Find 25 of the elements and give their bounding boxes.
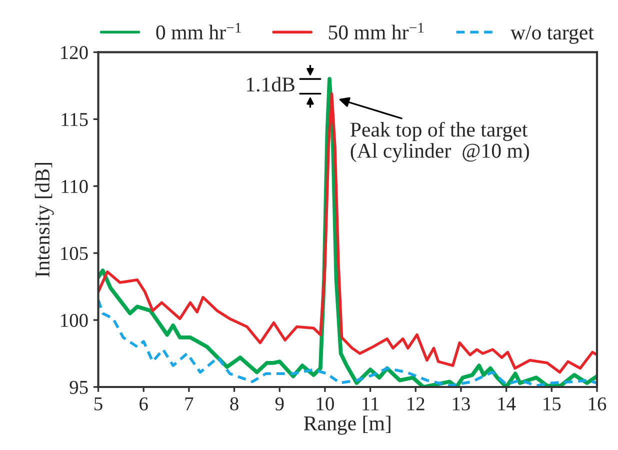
x-tick-label: 14	[498, 397, 516, 410]
x-tick-label: 16	[588, 397, 606, 410]
y-tick-label: 120	[61, 46, 88, 60]
x-tick-label: 8	[230, 397, 238, 410]
x-tick-label: 13	[452, 397, 470, 410]
x-tick-label: 6	[140, 397, 148, 410]
x-tick-label: 12	[408, 397, 424, 410]
y-tick-label: 95	[70, 380, 88, 394]
legend-label: w/o target	[510, 26, 594, 44]
y-tick-label: 115	[62, 113, 88, 126]
x-tick-label: 11	[362, 397, 378, 410]
x-tick-label: 10	[316, 397, 334, 410]
x-tick-label: 9	[275, 397, 284, 410]
x-tick-label: 5	[94, 397, 102, 410]
x-tick-label: 7	[185, 397, 194, 410]
annotation: Peak top of the target (Al cylinder @10 m)	[350, 122, 529, 162]
legend-label: 0 mm hr$^{−1}$	[156, 22, 241, 40]
annotation: 1.1dB	[246, 76, 294, 92]
y-tick-label: 100	[61, 314, 88, 327]
y-axis-title: Intensity [dB]	[34, 162, 54, 277]
x-axis-title: Range [m]	[304, 416, 390, 435]
y-tick-label: 110	[62, 180, 88, 194]
legend-label: 50 mm hr$^{−1}$	[328, 22, 424, 40]
y-tick-label: 105	[61, 246, 88, 260]
x-tick-label: 15	[544, 397, 561, 410]
